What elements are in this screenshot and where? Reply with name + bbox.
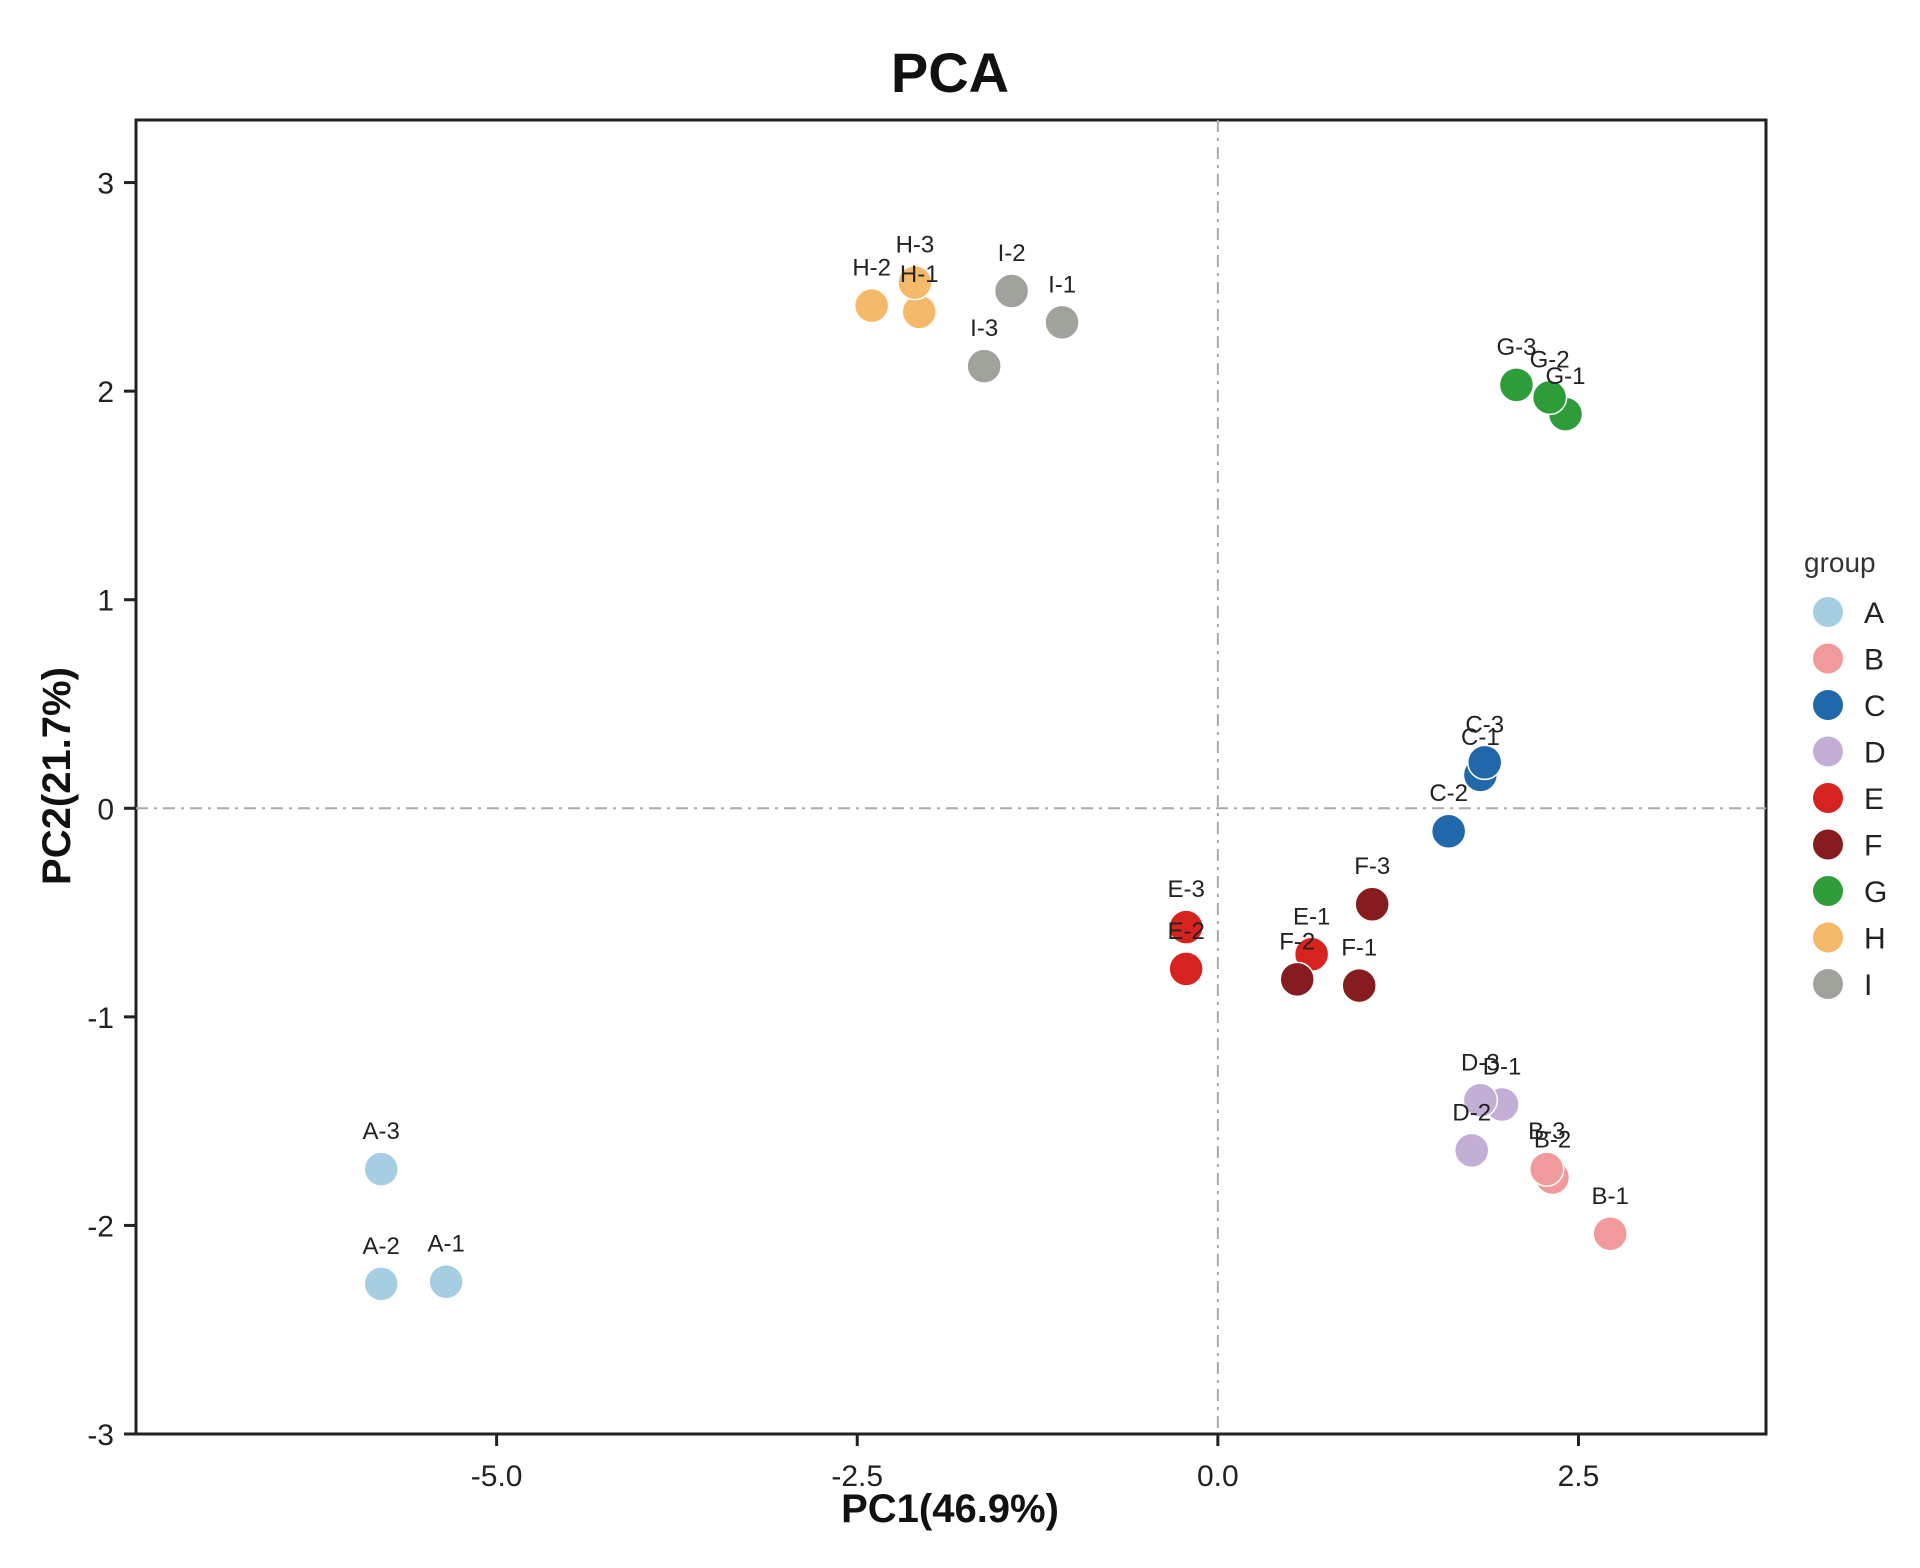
y-tick-label: -1 <box>87 1002 114 1035</box>
data-point-d-2 <box>1453 1132 1490 1169</box>
data-point-c-3 <box>1466 744 1503 781</box>
legend-key-c <box>1813 690 1843 720</box>
legend-key-e <box>1813 783 1843 813</box>
x-tick-label: -5.0 <box>471 1460 523 1493</box>
legend-key-b <box>1813 643 1843 674</box>
data-point-h-2 <box>853 287 890 324</box>
legend-title: group <box>1804 547 1876 578</box>
point-labels-layer: A-1 A-2 A-3 B-1 B-2B-3 C-1 C-2 C-3 D-1 D-2 D-3 E-1 E… <box>363 232 1629 1260</box>
data-point-f-1 <box>1341 967 1377 1004</box>
legend-label-e: E <box>1864 783 1884 816</box>
point-label-c-2: C-2 <box>1429 780 1468 807</box>
data-point-c-2 <box>1430 813 1467 849</box>
point-label-b-2: B-2 <box>1534 1126 1571 1153</box>
points-layer <box>363 264 1628 1302</box>
x-tick-label: 0.0 <box>1197 1460 1239 1493</box>
point-label-i-3: I-3 <box>970 315 998 342</box>
data-point-a-1 <box>428 1263 464 1300</box>
y-tick-label: 2 <box>97 376 114 409</box>
reference-lines <box>136 120 1766 1434</box>
point-label-a-3: A-3 <box>363 1118 400 1145</box>
point-label-c-3: C-3 <box>1465 711 1504 738</box>
point-label-h-1: H-1 <box>900 261 939 288</box>
legend-key-i <box>1813 969 1843 999</box>
data-point-g-2 <box>1531 379 1568 416</box>
point-label-h-2: H-2 <box>852 255 891 282</box>
data-point-a-2 <box>363 1266 399 1302</box>
y-axis: -3 -2 -1 0 1 2 3 <box>87 168 136 1452</box>
point-label-f-2: F-2 <box>1279 928 1315 955</box>
data-point-b-3 <box>1528 1151 1565 1187</box>
y-tick-label: 1 <box>97 585 114 618</box>
x-axis-label: PC1(46.9%) <box>841 1487 1059 1531</box>
legend-label-f: F <box>1864 830 1882 863</box>
plot-frame <box>134 118 1768 1436</box>
point-label-g-2: G-2 <box>1530 346 1570 373</box>
point-label-e-1: E-1 <box>1293 903 1330 930</box>
data-point-e-3 <box>1168 909 1204 945</box>
legend-key-h <box>1813 922 1843 953</box>
point-label-d-3: D-3 <box>1461 1049 1500 1076</box>
point-label-d-1: D-1 <box>1483 1053 1522 1080</box>
data-point-e-2 <box>1168 951 1204 987</box>
legend-label-b: B <box>1864 644 1884 677</box>
data-point-g-3 <box>1498 367 1535 403</box>
legend-label-g: G <box>1864 876 1887 909</box>
data-point-h-3 <box>897 264 933 301</box>
y-tick-label: -3 <box>87 1419 114 1452</box>
point-label-e-3: E-3 <box>1167 876 1204 903</box>
data-point-f-2 <box>1279 961 1315 998</box>
point-label-f-1: F-1 <box>1341 935 1377 962</box>
data-point-i-3 <box>966 348 1002 384</box>
y-tick-label: -2 <box>87 1210 114 1243</box>
point-label-i-2: I-2 <box>998 240 1026 267</box>
legend-label-h: H <box>1864 923 1886 956</box>
data-point-i-2 <box>993 273 1030 309</box>
point-label-a-2: A-2 <box>363 1233 400 1260</box>
data-point-h-1 <box>901 294 938 330</box>
legend-label-d: D <box>1864 737 1886 770</box>
point-label-d-2: D-2 <box>1452 1099 1491 1126</box>
point-label-g-3: G-3 <box>1496 334 1536 361</box>
legend-label-i: I <box>1864 969 1872 1002</box>
point-label-b-1: B-1 <box>1592 1183 1629 1210</box>
point-label-b-3: B-3 <box>1528 1118 1565 1145</box>
data-point-b-1 <box>1592 1216 1628 1252</box>
point-label-e-2: E-2 <box>1167 918 1204 945</box>
legend-label-a: A <box>1864 597 1884 630</box>
data-point-i-1 <box>1044 304 1080 341</box>
legend-key-d <box>1813 736 1843 767</box>
point-label-c-1: C-1 <box>1461 724 1500 751</box>
legend-label-c: C <box>1864 690 1886 723</box>
chart-title: PCA <box>891 41 1009 104</box>
data-point-a-3 <box>363 1151 399 1187</box>
point-label-h-3: H-3 <box>896 232 935 259</box>
y-tick-label: 3 <box>97 168 114 201</box>
point-label-f-3: F-3 <box>1354 853 1390 880</box>
legend-key-g <box>1813 876 1843 906</box>
point-label-g-1: G-1 <box>1545 363 1585 390</box>
y-axis-label: PC2(21.7%) <box>35 667 79 885</box>
legend-key-a <box>1813 597 1843 627</box>
legend-key-f <box>1813 829 1843 860</box>
x-axis: -5.0 -2.5 0.0 2.5 <box>471 1434 1600 1493</box>
x-tick-label: 2.5 <box>1558 1460 1600 1493</box>
y-tick-label: 0 <box>97 793 114 826</box>
point-label-a-1: A-1 <box>427 1231 464 1258</box>
point-label-i-1: I-1 <box>1048 271 1076 298</box>
data-point-d-3 <box>1462 1082 1499 1119</box>
data-point-f-3 <box>1354 886 1390 922</box>
x-tick-label: -2.5 <box>831 1460 883 1493</box>
